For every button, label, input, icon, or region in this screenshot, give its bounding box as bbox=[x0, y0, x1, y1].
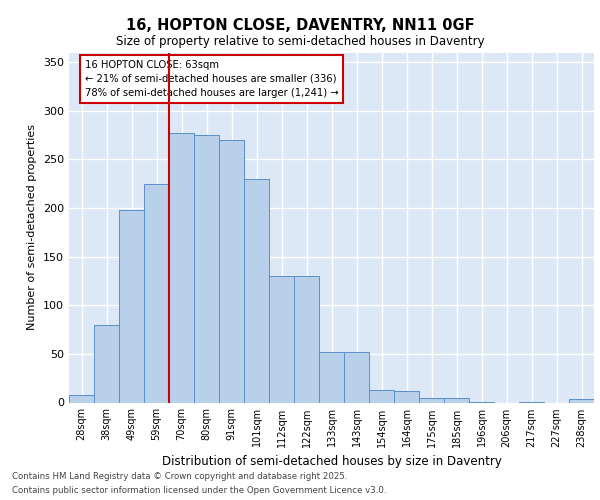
Bar bbox=[344, 352, 369, 403]
Text: Size of property relative to semi-detached houses in Daventry: Size of property relative to semi-detach… bbox=[116, 35, 484, 48]
Bar bbox=[94, 324, 119, 402]
Y-axis label: Number of semi-detached properties: Number of semi-detached properties bbox=[28, 124, 37, 330]
Bar bbox=[144, 184, 169, 402]
Text: Contains HM Land Registry data © Crown copyright and database right 2025.: Contains HM Land Registry data © Crown c… bbox=[12, 472, 347, 481]
Text: 16, HOPTON CLOSE, DAVENTRY, NN11 0GF: 16, HOPTON CLOSE, DAVENTRY, NN11 0GF bbox=[125, 18, 475, 32]
Bar bbox=[269, 276, 294, 402]
Bar bbox=[119, 210, 144, 402]
Bar bbox=[419, 398, 444, 402]
Bar bbox=[369, 390, 394, 402]
Bar bbox=[244, 179, 269, 402]
Bar bbox=[394, 391, 419, 402]
Bar bbox=[69, 394, 94, 402]
Bar bbox=[569, 398, 594, 402]
Bar bbox=[444, 398, 469, 402]
Bar bbox=[194, 135, 219, 402]
Text: 16 HOPTON CLOSE: 63sqm
← 21% of semi-detached houses are smaller (336)
78% of se: 16 HOPTON CLOSE: 63sqm ← 21% of semi-det… bbox=[85, 60, 338, 98]
Bar bbox=[319, 352, 344, 403]
Text: Contains public sector information licensed under the Open Government Licence v3: Contains public sector information licen… bbox=[12, 486, 386, 495]
Bar bbox=[294, 276, 319, 402]
X-axis label: Distribution of semi-detached houses by size in Daventry: Distribution of semi-detached houses by … bbox=[161, 455, 502, 468]
Bar bbox=[169, 133, 194, 402]
Bar bbox=[219, 140, 244, 402]
